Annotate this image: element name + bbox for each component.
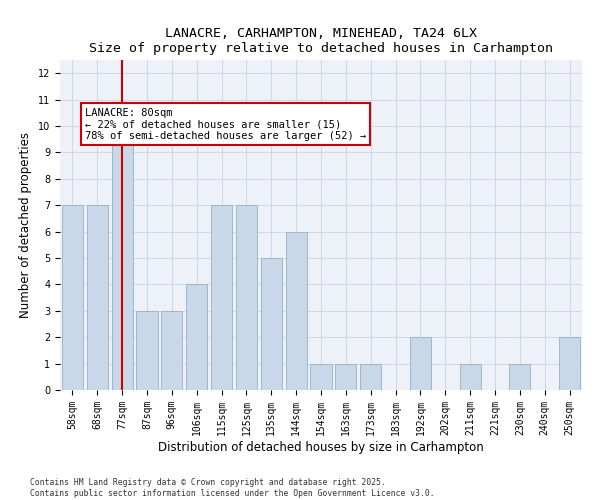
Text: LANACRE: 80sqm
← 22% of detached houses are smaller (15)
78% of semi-detached ho: LANACRE: 80sqm ← 22% of detached houses …	[85, 108, 366, 140]
Bar	[186, 284, 207, 390]
Bar	[161, 311, 182, 390]
Title: LANACRE, CARHAMPTON, MINEHEAD, TA24 6LX
Size of property relative to detached ho: LANACRE, CARHAMPTON, MINEHEAD, TA24 6LX …	[89, 26, 553, 54]
Bar	[509, 364, 530, 390]
Y-axis label: Number of detached properties: Number of detached properties	[19, 132, 32, 318]
Bar	[360, 364, 381, 390]
Bar	[310, 364, 332, 390]
Bar	[211, 205, 232, 390]
Bar	[236, 205, 257, 390]
Bar	[460, 364, 481, 390]
Bar	[559, 337, 580, 390]
Bar	[62, 205, 83, 390]
Bar	[335, 364, 356, 390]
Bar	[261, 258, 282, 390]
Bar	[286, 232, 307, 390]
Text: Contains HM Land Registry data © Crown copyright and database right 2025.
Contai: Contains HM Land Registry data © Crown c…	[30, 478, 434, 498]
Bar	[112, 126, 133, 390]
Bar	[136, 311, 158, 390]
X-axis label: Distribution of detached houses by size in Carhampton: Distribution of detached houses by size …	[158, 440, 484, 454]
Bar	[87, 205, 108, 390]
Bar	[410, 337, 431, 390]
